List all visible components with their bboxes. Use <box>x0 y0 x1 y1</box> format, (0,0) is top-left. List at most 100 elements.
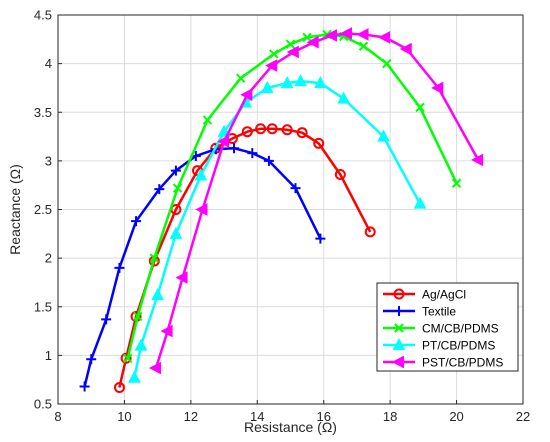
series-3 <box>128 74 427 383</box>
y-tick-label: 4 <box>45 56 52 71</box>
data-point <box>169 226 183 239</box>
data-point <box>265 59 278 72</box>
y-tick-label: 2 <box>45 251 52 266</box>
data-point <box>399 42 412 56</box>
series-4 <box>148 27 484 375</box>
data-point <box>134 338 148 351</box>
series-2 <box>123 29 462 364</box>
data-point <box>151 288 164 301</box>
data-point <box>339 27 352 40</box>
data-point <box>451 178 462 188</box>
data-point <box>358 41 369 51</box>
x-tick-label: 20 <box>449 409 463 424</box>
legend-marker <box>391 355 404 369</box>
data-point <box>131 216 142 227</box>
data-point <box>280 75 294 89</box>
series-group <box>79 27 484 393</box>
y-tick-label: 0.5 <box>34 397 52 412</box>
data-point <box>235 73 246 83</box>
data-point <box>281 124 293 136</box>
data-point <box>296 127 308 139</box>
data-point <box>172 183 183 193</box>
data-point <box>314 75 327 89</box>
y-tick-label: 1.5 <box>34 299 52 314</box>
data-point <box>175 271 188 284</box>
data-point <box>413 196 427 209</box>
data-point <box>356 28 369 41</box>
legend-marker <box>394 306 404 316</box>
legend-label: Textile <box>422 305 456 319</box>
data-point <box>415 102 425 113</box>
series-line <box>83 146 322 387</box>
data-point <box>377 129 390 142</box>
legend-entry: PT/CB/PDMS <box>383 337 495 353</box>
data-point <box>194 168 208 181</box>
data-point <box>79 381 90 392</box>
data-point <box>123 353 133 364</box>
data-point <box>315 233 326 244</box>
data-point <box>290 183 301 194</box>
x-axis-ticks: 8 10 12 14 16 18 20 22 <box>54 400 530 424</box>
data-point <box>324 29 338 42</box>
series-line <box>154 32 480 369</box>
legend: Ag/AgCl Textile CM/CB/PDMS PT/CB/PDMS PST/CB… <box>376 282 519 372</box>
data-point <box>240 88 253 102</box>
legend-entry: Textile <box>383 305 456 319</box>
data-point <box>133 311 143 322</box>
data-point <box>86 354 97 365</box>
data-point <box>255 123 267 135</box>
series-1 <box>79 143 326 392</box>
data-point <box>294 74 307 87</box>
data-point <box>160 324 173 338</box>
data-point <box>170 165 181 176</box>
y-tick-label: 3 <box>45 153 52 168</box>
data-point <box>216 135 230 148</box>
data-point <box>114 262 125 273</box>
data-point <box>113 381 125 393</box>
legend-marker <box>392 337 406 350</box>
x-axis-label: Resistance (Ω) <box>244 419 337 435</box>
legend-marker <box>393 288 405 300</box>
data-point <box>148 361 161 375</box>
legend-label: PT/CB/PDMS <box>422 339 495 353</box>
data-point <box>269 49 279 59</box>
data-point <box>364 226 376 238</box>
data-point <box>241 126 253 138</box>
data-point <box>334 168 346 180</box>
data-point <box>247 148 258 159</box>
x-tick-label: 12 <box>184 409 198 424</box>
legend-entry: PST/CB/PDMS <box>383 356 503 370</box>
data-point <box>382 58 392 69</box>
data-point <box>149 253 160 263</box>
y-tick-label: 1 <box>45 348 52 363</box>
y-axis-ticks: 0.5 1 1.5 2 2.5 3 3.5 4 4.5 <box>34 8 62 412</box>
data-point <box>202 115 213 125</box>
data-point <box>313 137 325 149</box>
data-point <box>260 80 274 93</box>
y-tick-label: 2.5 <box>34 202 52 217</box>
legend-label: PST/CB/PDMS <box>422 356 503 370</box>
data-point <box>306 35 319 49</box>
data-point <box>471 153 484 167</box>
legend-entry: CM/CB/PDMS <box>383 322 499 336</box>
data-point <box>154 184 165 195</box>
data-point <box>263 155 274 166</box>
x-tick-label: 10 <box>117 409 131 424</box>
data-point <box>302 32 312 43</box>
x-tick-label: 14 <box>250 409 264 424</box>
legend-entry: Ag/AgCl <box>383 288 466 302</box>
series-line <box>133 79 422 378</box>
data-point <box>266 123 278 135</box>
x-tick-label: 18 <box>383 409 397 424</box>
data-point <box>101 314 112 325</box>
data-point <box>229 143 240 154</box>
data-point <box>128 370 141 383</box>
data-point <box>431 81 444 95</box>
x-tick-label: 22 <box>516 409 530 424</box>
data-point <box>285 39 296 49</box>
y-axis-label: Reactance (Ω) <box>7 164 23 255</box>
data-point <box>195 203 208 216</box>
y-tick-label: 3.5 <box>34 105 52 120</box>
data-point <box>337 91 350 104</box>
